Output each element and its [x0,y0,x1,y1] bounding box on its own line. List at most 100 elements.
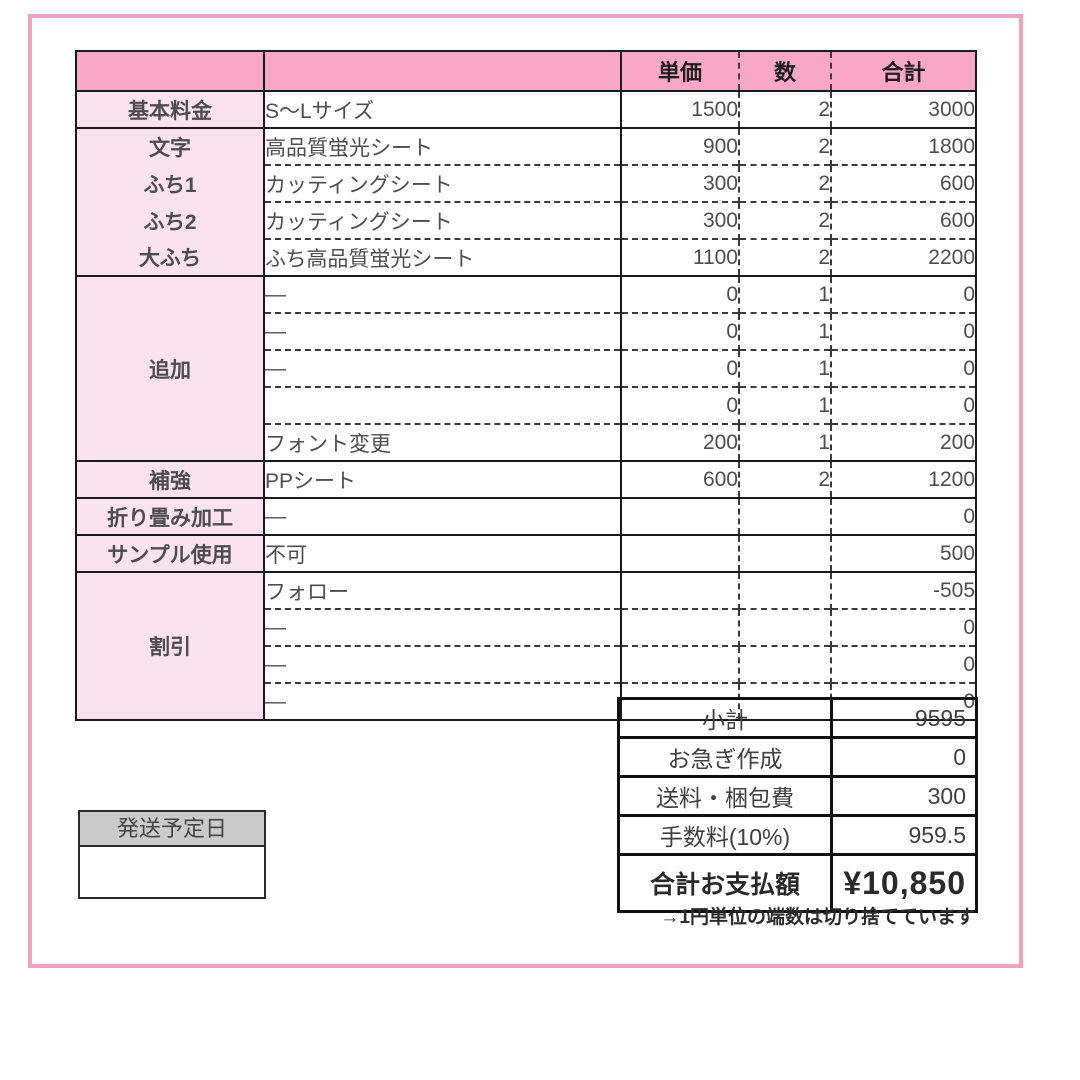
summary-value: 9595 [830,697,978,739]
total-cell: -505 [830,571,976,609]
row-desc: フォロー [264,571,621,609]
col-header-qty: 数 [738,51,831,92]
qty-cell: 1 [738,312,831,350]
total-cell: 500 [830,534,976,572]
row-label: 折り畳み加工 [75,497,265,535]
total-cell: 0 [830,645,976,683]
qty-cell [738,571,831,609]
total-cell: 0 [830,608,976,646]
unit-price-cell: 0 [620,275,739,313]
total-cell: 0 [830,349,976,387]
row-desc: ふち高品質蛍光シート [264,238,621,276]
table-row-tsuika-2: — 0 1 0 [76,312,976,350]
table-row-font-change: フォント変更 200 1 200 [76,423,976,461]
total-cell: 3000 [830,90,976,128]
row-desc: 高品質蛍光シート [264,127,621,165]
summary-row-shipping-fee: 送料・梱包費 300 [617,775,978,817]
qty-cell: 1 [738,349,831,387]
grand-total-row: 合計お支払額 ¥10,850 [617,853,978,913]
qty-cell [738,497,831,535]
unit-price-cell [620,534,739,572]
row-label: サンプル使用 [75,534,265,572]
qty-cell: 1 [738,423,831,461]
unit-price-cell: 600 [620,460,739,498]
row-desc: PPシート [264,460,621,498]
row-label: ふち1 [75,165,265,202]
shipping-date-value [80,847,264,897]
total-cell: 0 [830,497,976,535]
summary-label: 小計 [617,697,833,739]
summary-row-subtotal: 小計 9595 [617,697,978,739]
col-header-unit-price: 単価 [620,51,739,92]
row-desc [264,386,621,424]
row-desc: — [264,645,621,683]
table-row-waribiki-2: — 0 [76,608,976,646]
row-desc: — [264,682,621,720]
total-cell: 600 [830,164,976,202]
table-row-fuchi1: ふち1 カッティングシート 300 2 600 [75,164,976,202]
unit-price-cell [620,608,739,646]
qty-cell: 2 [738,238,831,276]
col-header-description [264,51,621,92]
table-row-waribiki-3: — 0 [76,645,976,683]
row-desc: フォント変更 [264,423,621,461]
unit-price-cell: 200 [620,423,739,461]
unit-price-cell: 300 [620,201,739,239]
qty-cell [738,534,831,572]
table-row-tsuika-1: 追加 — 0 1 0 [75,275,976,461]
unit-price-cell: 1500 [620,90,739,128]
qty-cell: 2 [738,90,831,128]
row-label-tsuika: 追加 [75,275,265,461]
table-row-tsuika-4: 0 1 0 [76,386,976,424]
total-cell: 0 [830,275,976,313]
row-label: 補強 [75,460,265,498]
summary-row-rush: お急ぎ作成 0 [617,736,978,778]
grand-total-value: ¥10,850 [830,853,978,913]
unit-price-cell: 0 [620,312,739,350]
qty-cell: 2 [738,201,831,239]
row-label: 基本料金 [75,90,265,128]
table-row-basic-fee: 基本料金 S〜Lサイズ 1500 2 3000 [75,90,976,128]
row-desc: S〜Lサイズ [264,90,621,128]
shipping-date-box: 発送予定日 [78,810,266,899]
table-row-hokyou: 補強 PPシート 600 2 1200 [75,460,976,498]
summary-table: 小計 9595 お急ぎ作成 0 送料・梱包費 300 手数料(10%) 959.… [617,697,978,913]
row-label: 大ふち [75,239,265,276]
qty-cell: 1 [738,386,831,424]
row-desc: カッティングシート [264,201,621,239]
table-row-oritatami: 折り畳み加工 — 0 [75,497,976,535]
unit-price-cell: 900 [620,127,739,165]
table-row-moji: 文字 高品質蛍光シート 900 2 1800 [75,127,976,165]
unit-price-cell [620,497,739,535]
unit-price-cell [620,645,739,683]
row-label-waribiki: 割引 [75,571,265,720]
row-desc: — [264,608,621,646]
header-row: 単価 数 合計 [76,51,976,92]
total-cell: 1800 [830,127,976,165]
total-cell: 1200 [830,460,976,498]
summary-value: 959.5 [830,814,978,856]
price-table: 単価 数 合計 基本料金 S〜Lサイズ 1500 2 3000 文字 高品質蛍光… [75,50,977,721]
table-row-oofuchi: 大ふち ふち高品質蛍光シート 1100 2 2200 [75,238,976,276]
row-desc: — [264,497,621,535]
summary-label: 手数料(10%) [617,814,833,856]
table-row-sample: サンプル使用 不可 500 [75,534,976,572]
total-cell: 200 [830,423,976,461]
summary-row-commission: 手数料(10%) 959.5 [617,814,978,856]
summary-label: お急ぎ作成 [617,736,833,778]
total-cell: 0 [830,312,976,350]
qty-cell: 2 [738,164,831,202]
table-row-waribiki-1: 割引 フォロー -505 [75,571,976,720]
unit-price-cell [620,571,739,609]
unit-price-cell: 1100 [620,238,739,276]
grand-total-label: 合計お支払額 [617,853,833,913]
shipping-date-title: 発送予定日 [80,812,264,847]
row-label: ふち2 [75,202,265,239]
row-desc: 不可 [264,534,621,572]
row-desc: — [264,312,621,350]
table-row-fuchi2: ふち2 カッティングシート 300 2 600 [75,201,976,239]
qty-cell: 1 [738,275,831,313]
total-cell: 0 [830,386,976,424]
unit-price-cell: 0 [620,349,739,387]
row-desc: カッティングシート [264,164,621,202]
